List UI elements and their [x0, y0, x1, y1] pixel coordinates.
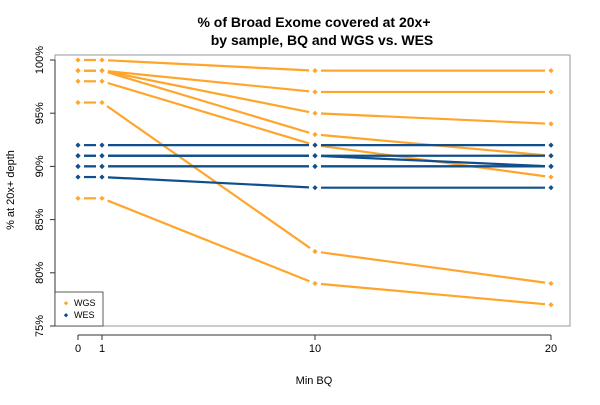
data-point	[312, 153, 318, 159]
x-tick-label: 0	[75, 343, 81, 355]
y-tick-label: 100%	[34, 46, 46, 74]
series-wes-11	[75, 163, 554, 169]
series-wes-12	[75, 174, 554, 191]
data-point	[548, 142, 554, 148]
data-point	[312, 89, 318, 95]
data-point	[312, 248, 318, 255]
data-point	[548, 280, 554, 287]
data-point	[75, 163, 81, 169]
data-point	[75, 78, 81, 84]
data-point	[75, 68, 81, 74]
legend-marker-wes	[63, 313, 69, 318]
series-layer	[75, 57, 554, 308]
data-point	[312, 110, 318, 116]
y-tick-label: 75%	[34, 315, 46, 337]
data-point	[548, 121, 554, 127]
axis-layer: 75% 80% 85% 90% 95% 100% 0 1 10 20	[34, 46, 557, 355]
series-segment	[320, 251, 546, 284]
data-point	[75, 174, 81, 180]
plot-frame	[54, 54, 571, 327]
data-point	[548, 163, 554, 169]
series-wes-7	[75, 142, 554, 148]
data-point	[99, 142, 105, 148]
data-point	[99, 163, 105, 169]
series-segment	[320, 282, 546, 306]
series-segment	[107, 81, 310, 145]
data-point	[548, 174, 554, 180]
data-point	[312, 68, 318, 74]
series-segment	[320, 112, 546, 125]
x-tick-label: 10	[309, 343, 321, 355]
data-point	[99, 195, 105, 201]
data-point	[99, 174, 105, 180]
legend: WGS WES	[54, 291, 104, 327]
series-wgs-6	[75, 195, 554, 308]
series-wgs-0	[75, 57, 554, 74]
chart-subtitle: by sample, BQ and WGS vs. WES	[211, 32, 434, 48]
series-segment	[106, 105, 311, 249]
y-axis-label: % at 20x+ depth	[5, 150, 17, 230]
series-wgs-2	[75, 68, 554, 127]
data-point	[99, 57, 105, 63]
x-tick-label: 1	[99, 343, 105, 355]
data-point	[548, 153, 554, 159]
data-point	[99, 153, 105, 159]
data-point	[312, 280, 318, 287]
y-tick-label: 80%	[34, 262, 46, 284]
series-segment	[107, 70, 310, 93]
data-point	[99, 68, 105, 74]
y-tick-label: 85%	[34, 208, 46, 230]
legend-label-wes: WES	[74, 310, 95, 320]
data-point	[99, 78, 105, 84]
y-tick-label: 90%	[34, 155, 46, 177]
data-point	[75, 142, 81, 148]
data-point	[548, 302, 554, 308]
data-point	[75, 57, 81, 63]
series-segment	[107, 176, 310, 189]
data-point	[75, 99, 81, 106]
series-segment	[107, 59, 310, 72]
series-wgs-5	[75, 99, 554, 287]
chart-title: % of Broad Exome covered at 20x+	[197, 14, 430, 30]
data-point	[75, 195, 81, 201]
data-point	[548, 185, 554, 191]
data-point	[548, 68, 554, 74]
legend-box	[54, 291, 104, 327]
series-segment	[107, 199, 310, 283]
data-point	[548, 89, 554, 95]
data-point	[312, 163, 318, 169]
legend-marker-wgs	[63, 301, 69, 306]
series-segment	[107, 70, 310, 114]
series-segment	[320, 154, 546, 168]
data-point	[312, 185, 318, 191]
data-point	[312, 131, 318, 138]
y-tick-label: 95%	[34, 102, 46, 124]
data-point	[75, 153, 81, 159]
series-segment	[107, 71, 310, 134]
data-point	[99, 99, 105, 106]
data-point	[312, 142, 318, 148]
legend-label-wgs: WGS	[74, 298, 96, 308]
x-tick-label: 20	[545, 343, 557, 355]
x-axis-label: Min BQ	[296, 375, 333, 387]
